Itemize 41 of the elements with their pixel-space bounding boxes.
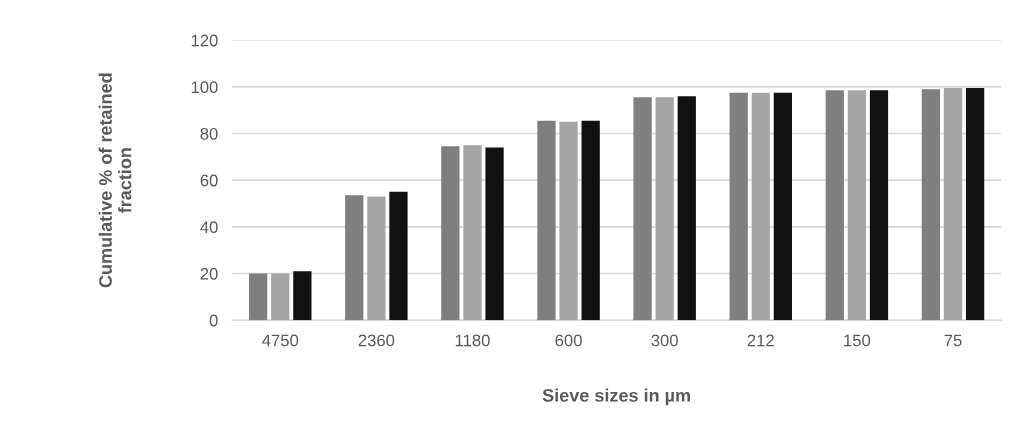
bar [633, 97, 652, 321]
x-tick-label: 300 [651, 334, 678, 347]
bar [249, 273, 268, 321]
x-tick-label: 2360 [358, 334, 395, 347]
bar [729, 92, 748, 321]
bar [537, 120, 556, 321]
bar [847, 90, 867, 321]
x-tick-label: 4750 [262, 334, 299, 347]
x-tick-label: 600 [555, 334, 582, 347]
bar [677, 96, 696, 321]
bar [943, 88, 963, 321]
bar [293, 271, 312, 321]
bar [965, 88, 985, 321]
bar [559, 121, 578, 321]
bar [655, 97, 674, 321]
bar [581, 120, 600, 321]
bar [367, 196, 386, 321]
y-tick-label: 80 [200, 127, 218, 140]
bar [345, 195, 364, 321]
x-tick-label: 150 [844, 334, 871, 347]
y-tick-label: 60 [200, 174, 218, 187]
bar [751, 92, 770, 321]
y-tick-label: 120 [191, 34, 218, 47]
bar [463, 145, 482, 321]
y-tick-label: 20 [200, 267, 218, 280]
y-tick-label: 40 [200, 221, 218, 234]
x-axis-title: Sieve sizes in µm [542, 388, 690, 406]
x-tick-label: 212 [747, 334, 774, 347]
y-tick-label: 0 [209, 314, 218, 327]
bar [921, 89, 941, 321]
bar [441, 146, 460, 321]
bar [389, 191, 408, 321]
x-tick-label: 75 [944, 334, 962, 347]
bar [825, 90, 844, 321]
y-tick-label: 100 [191, 81, 218, 94]
bar [271, 273, 290, 321]
y-axis-title: Cumulative % of retained fraction [98, 73, 132, 288]
bar [485, 147, 504, 321]
bar [869, 90, 889, 321]
x-tick-label: 1180 [455, 334, 490, 347]
bar [773, 92, 793, 321]
